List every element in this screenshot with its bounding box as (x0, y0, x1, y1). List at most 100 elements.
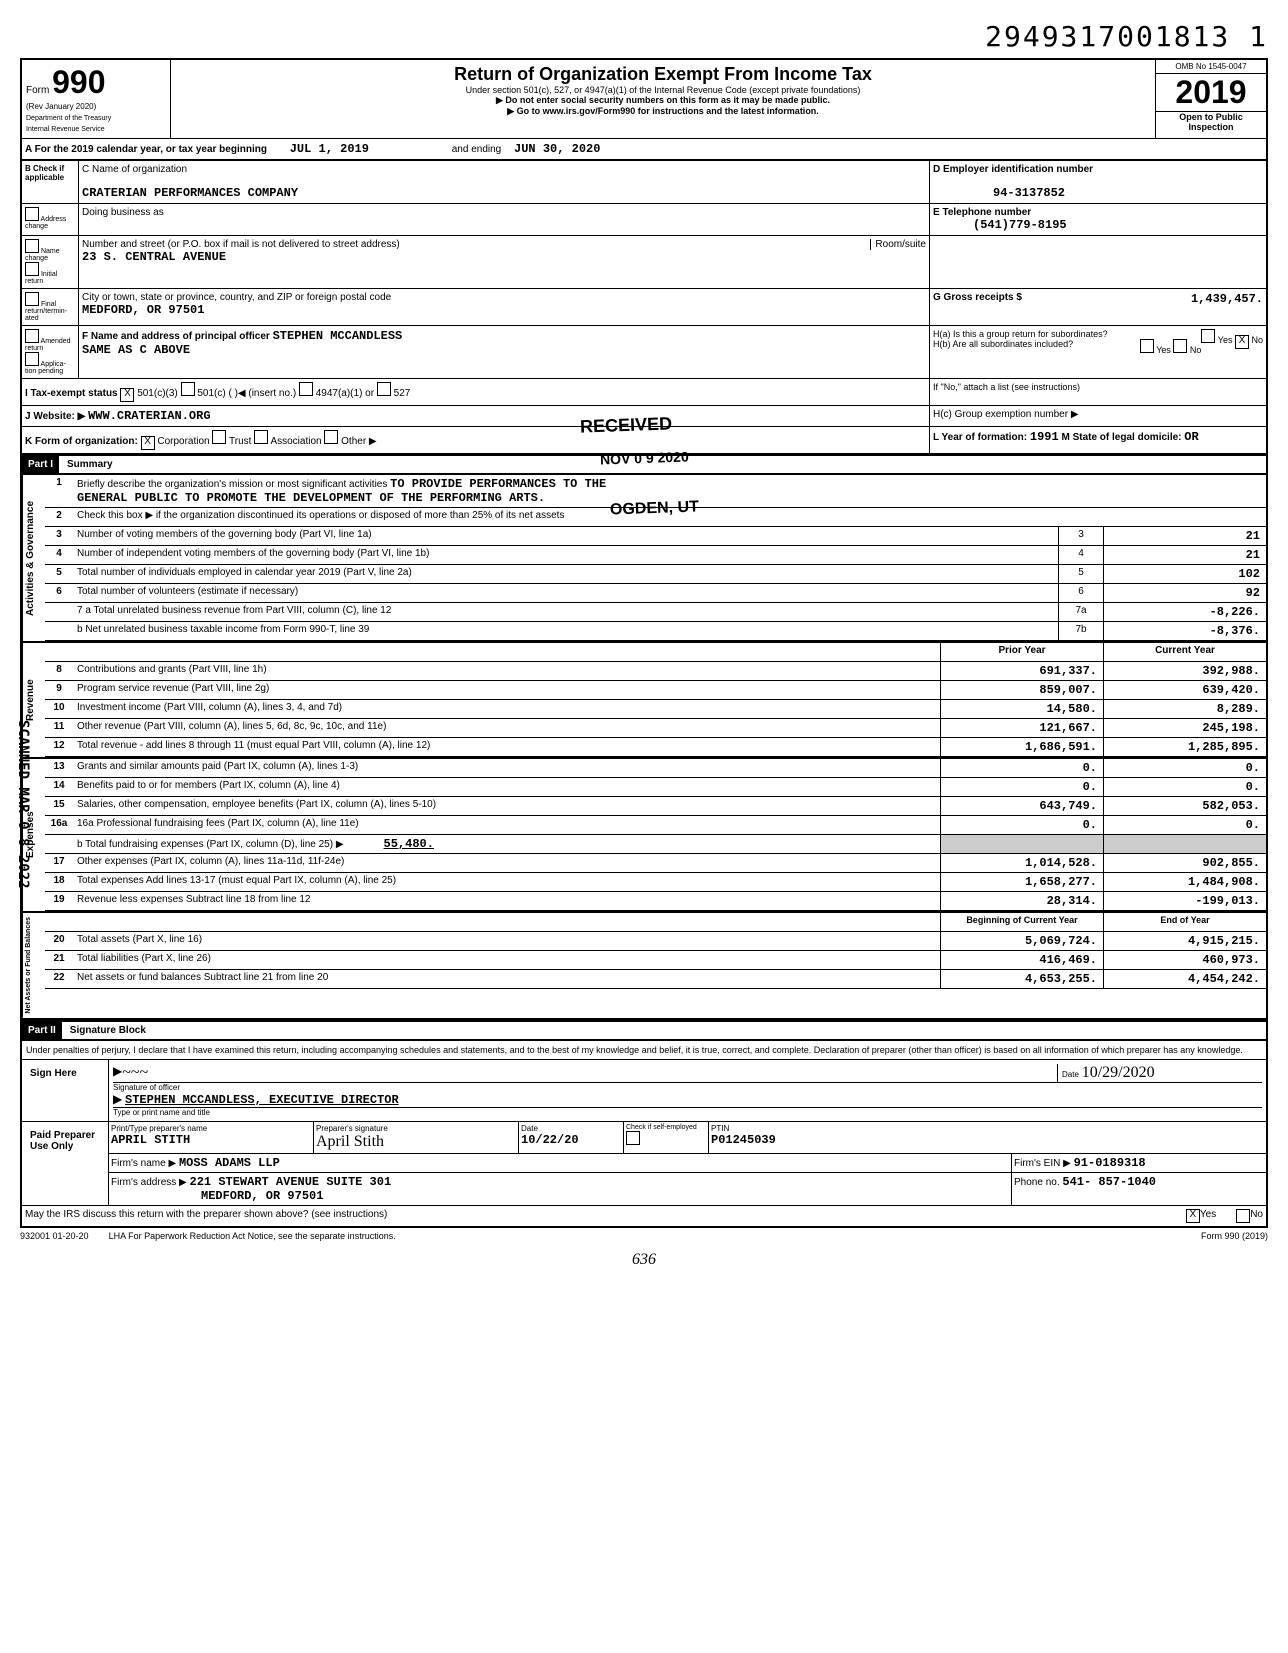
group-no-checkbox[interactable]: X (1235, 335, 1249, 349)
discuss-no-checkbox[interactable] (1236, 1209, 1250, 1223)
firm-addr2: MEDFORD, OR 97501 (201, 1189, 323, 1203)
name-change-checkbox[interactable] (25, 239, 39, 253)
table-row: 19 Revenue less expenses Subtract line 1… (45, 892, 1266, 911)
city-value: MEDFORD, OR 97501 (82, 303, 204, 317)
4947-checkbox[interactable] (299, 382, 313, 396)
city-cell: City or town, state or province, country… (79, 289, 930, 325)
room-label: Room/suite (870, 239, 926, 250)
gross-cell: G Gross receipts $ 1,439,457. (930, 289, 1266, 325)
preparer-date: 10/22/20 (521, 1133, 579, 1147)
formation-cell: L Year of formation: 1991 M State of leg… (930, 427, 1266, 453)
application-checkbox[interactable] (25, 352, 39, 366)
firm-phone: 541- 857-1040 (1062, 1175, 1156, 1189)
f-label: F Name and address of principal officer (82, 331, 270, 342)
hc-cell: H(c) Group exemption number ▶ (930, 406, 1266, 426)
amended-checkbox[interactable] (25, 329, 39, 343)
open-public-label: Open to Public Inspection (1156, 111, 1266, 132)
main-info-grid: B Check if applicable C Name of organiza… (20, 159, 1268, 454)
initial-return-checkbox[interactable] (25, 262, 39, 276)
discuss-text: May the IRS discuss this return with the… (25, 1209, 1186, 1223)
officer-addr: SAME AS C ABOVE (82, 343, 190, 357)
group-yes-checkbox[interactable] (1201, 329, 1215, 343)
net-assets-label: Net Assets or Fund Balances (22, 913, 45, 1018)
other-checkbox[interactable] (324, 430, 338, 444)
assoc-checkbox[interactable] (254, 430, 268, 444)
form-dept: Department of the Treasury (26, 115, 111, 122)
year-end: JUN 30, 2020 (514, 142, 600, 156)
year-start: JUL 1, 2019 (290, 142, 369, 156)
527-checkbox[interactable] (377, 382, 391, 396)
phone-value: (541)779-8195 (973, 218, 1067, 232)
form-prefix: Form (26, 85, 49, 96)
h-note-cell: If "No," attach a list (see instructions… (930, 379, 1266, 405)
part2-title: Signature Block (62, 1025, 146, 1036)
table-row: 10 Investment income (Part VIII, column … (45, 700, 1266, 719)
sub-no-checkbox[interactable] (1173, 339, 1187, 353)
table-row: 14 Benefits paid to or for members (Part… (45, 778, 1266, 797)
form-container: SCANNED MAR 0 8 2022 2949317001813 1 For… (20, 20, 1268, 1269)
address-change-checkbox[interactable] (25, 207, 39, 221)
line3-desc: Number of voting members of the governin… (73, 527, 1058, 545)
sub-yes-checkbox[interactable] (1140, 339, 1154, 353)
governance-label: Activities & Governance (22, 475, 45, 641)
table-row: 12 Total revenue - add lines 8 through 1… (45, 738, 1266, 757)
table-row: 16a 16a Professional fundraising fees (P… (45, 816, 1266, 835)
subtitle-3: ▶ Go to www.irs.gov/Form990 for instruct… (175, 106, 1151, 117)
form-org-cell: K Form of organization: X Corporation Tr… (22, 427, 930, 453)
sign-here-label: Sign Here (22, 1060, 109, 1121)
footer-form: Form 990 (2019) (1201, 1231, 1268, 1241)
main-title: Return of Organization Exempt From Incom… (175, 64, 1151, 85)
line7a-val: -8,226. (1103, 603, 1266, 621)
final-return-checkbox[interactable] (25, 292, 39, 306)
ptin-value: P01245039 (711, 1133, 776, 1147)
page-number: 636 (20, 1251, 1268, 1269)
officer-typed-name: STEPHEN MCCANDLESS, EXECUTIVE DIRECTOR (125, 1093, 399, 1107)
formation-year: 1991 (1030, 430, 1059, 444)
officer-name: STEPHEN MCCANDLESS (273, 329, 403, 343)
tax-year: 2019 (1156, 74, 1266, 111)
k-label: K Form of organization: (25, 436, 138, 447)
d-label: D Employer identification number (933, 164, 1093, 175)
city-label: City or town, state or province, country… (82, 292, 391, 303)
tax-year-row: A For the 2019 calendar year, or tax yea… (20, 138, 1268, 159)
officer-signature: ~~~ (122, 1064, 1057, 1082)
line5-desc: Total number of individuals employed in … (73, 565, 1058, 583)
501c3-checkbox[interactable]: X (120, 388, 134, 402)
firm-addr1: 221 STEWART AVENUE SUITE 301 (190, 1175, 392, 1189)
expenses-label: Expenses (22, 759, 45, 911)
m-label: M State of legal domicile: (1061, 432, 1181, 443)
table-row: 8 Contributions and grants (Part VIII, l… (45, 662, 1266, 681)
governance-section: Activities & Governance 1 Briefly descri… (20, 473, 1268, 641)
phone-cell: E Telephone number (541)779-8195 (930, 204, 1266, 235)
firm-name: MOSS ADAMS LLP (179, 1156, 280, 1170)
form-id-box: Form 990 (Rev January 2020) Department o… (22, 60, 171, 138)
corp-checkbox[interactable]: X (141, 436, 155, 450)
net-assets-section: Net Assets or Fund Balances Beginning of… (20, 911, 1268, 1020)
org-name: CRATERIAN PERFORMANCES COMPANY (82, 186, 298, 200)
subtitle-2: ▶ Do not enter social security numbers o… (175, 95, 1151, 106)
street-address: 23 S. CENTRAL AVENUE (82, 250, 226, 264)
line4-val: 21 (1103, 546, 1266, 564)
table-row: 13 Grants and similar amounts paid (Part… (45, 759, 1266, 778)
line7b-val: -8,376. (1103, 622, 1266, 640)
officer-cell: F Name and address of principal officer … (79, 326, 930, 378)
revenue-label: Revenue (22, 643, 45, 757)
part1-label: Part I (22, 456, 59, 473)
form-rev: (Rev January 2020) (26, 102, 96, 111)
and-ending: and ending (452, 144, 502, 155)
expenses-section: Expenses 13 Grants and similar amounts p… (20, 757, 1268, 911)
discuss-yes-checkbox[interactable]: X (1186, 1209, 1200, 1223)
section-b-label: B Check if applicable (22, 161, 79, 203)
i-label: I Tax-exempt status (25, 388, 118, 399)
line6-desc: Total number of volunteers (estimate if … (73, 584, 1058, 602)
self-employed-checkbox[interactable] (626, 1131, 640, 1145)
line5-val: 102 (1103, 565, 1266, 583)
trust-checkbox[interactable] (212, 430, 226, 444)
title-box: Return of Organization Exempt From Incom… (171, 60, 1155, 138)
form-header: Form 990 (Rev January 2020) Department o… (20, 58, 1268, 138)
501c-checkbox[interactable] (181, 382, 195, 396)
ein-cell: D Employer identification number 94-3137… (930, 161, 1266, 203)
line7a-desc: 7 a Total unrelated business revenue fro… (73, 603, 1058, 621)
ein-value: 94-3137852 (993, 186, 1065, 200)
part1-header: Part I Summary (20, 454, 1268, 473)
